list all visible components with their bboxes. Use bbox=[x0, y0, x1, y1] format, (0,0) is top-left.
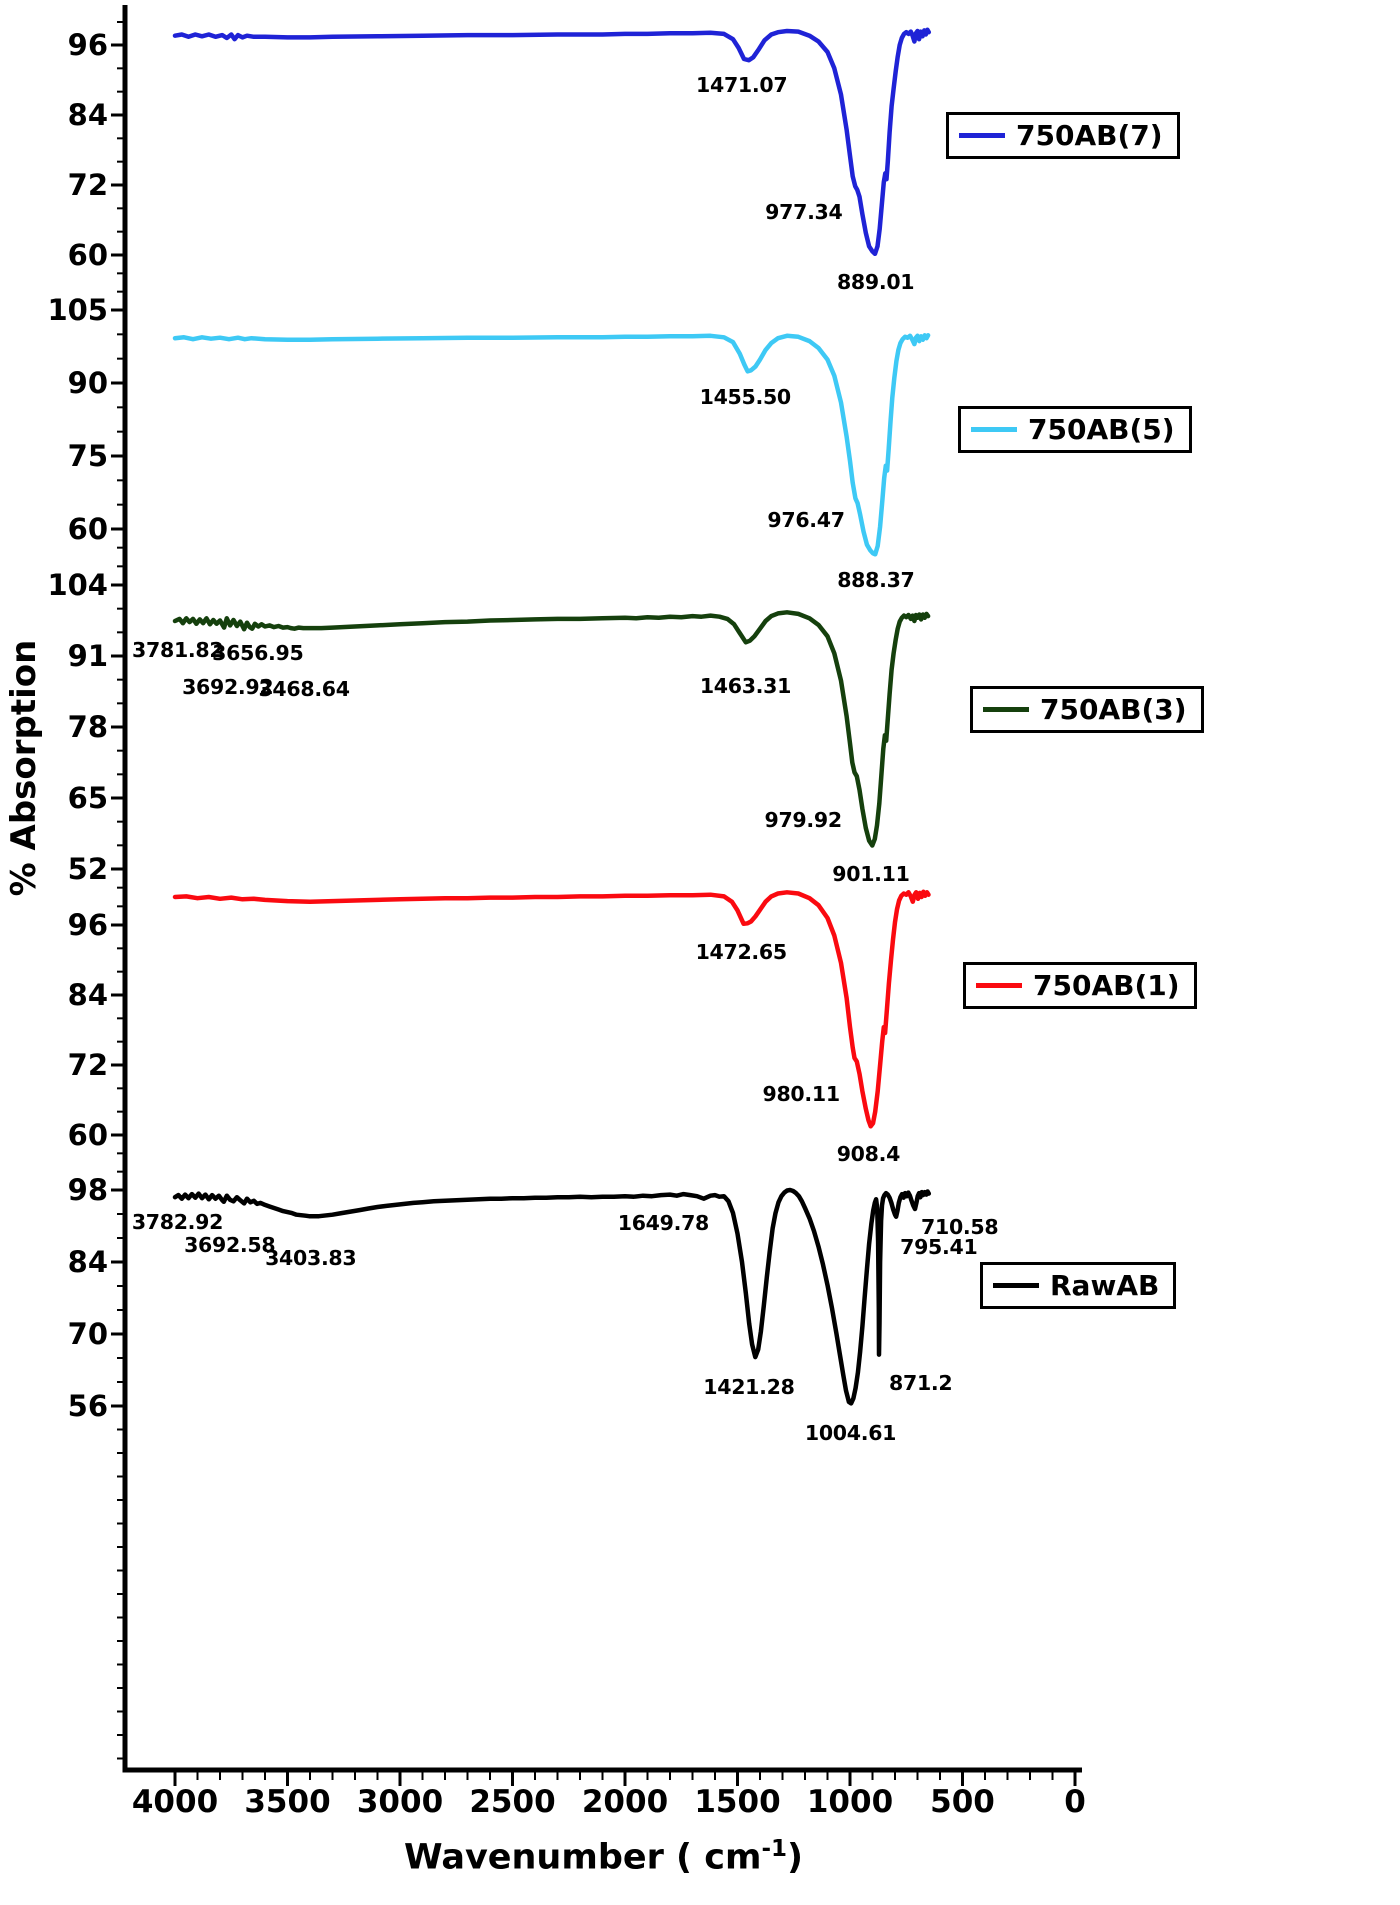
x-axis-title: Wavenumber ( cm-1) bbox=[125, 1836, 1082, 1878]
y-tick-label: 78 bbox=[67, 710, 108, 744]
y-tick-label: 65 bbox=[67, 781, 108, 815]
y-tick-label: 72 bbox=[67, 1048, 108, 1082]
legend-label: 750AB(7) bbox=[1016, 119, 1163, 152]
peak-annotation: 980.11 bbox=[762, 1081, 841, 1106]
legend-label: 750AB(1) bbox=[1033, 969, 1180, 1002]
x-tick-label: 3500 bbox=[244, 1784, 331, 1820]
y-tick-label: 60 bbox=[67, 1118, 108, 1152]
x-axis-title-text: Wavenumber ( cm bbox=[403, 1837, 762, 1878]
y-tick-label: 84 bbox=[67, 978, 108, 1012]
legend-color-line bbox=[959, 133, 1005, 138]
y-tick-label: 75 bbox=[67, 439, 108, 473]
legend-color-line bbox=[983, 707, 1029, 712]
legend-label: RawAB bbox=[1050, 1269, 1160, 1302]
y-tick-label: 60 bbox=[67, 238, 108, 272]
legend-color-line bbox=[993, 1283, 1039, 1288]
x-tick-label: 1500 bbox=[694, 1784, 781, 1820]
peak-annotation: 3403.83 bbox=[265, 1246, 357, 1271]
peak-annotation: 979.92 bbox=[764, 808, 843, 833]
peak-annotation: 1463.31 bbox=[699, 674, 792, 699]
legend-item: 750AB(7) bbox=[946, 112, 1180, 159]
peak-annotation: 3692.92 bbox=[182, 675, 274, 700]
peak-annotation: 1455.50 bbox=[699, 385, 792, 410]
x-tick-label: 1000 bbox=[806, 1784, 894, 1820]
legend-label: 750AB(5) bbox=[1028, 413, 1175, 446]
y-tick-label: 90 bbox=[67, 366, 108, 400]
x-axis-unit-exponent: -1 bbox=[761, 1836, 788, 1862]
peak-annotation: 888.37 bbox=[837, 568, 915, 593]
spectrum-curve-750AB(5) bbox=[172, 333, 931, 557]
y-tick-label: 91 bbox=[67, 639, 108, 673]
y-tick-label: 84 bbox=[67, 98, 108, 132]
peak-annotation: 1421.28 bbox=[703, 1375, 795, 1400]
peak-annotation: 1649.78 bbox=[617, 1210, 710, 1235]
peak-annotation: 710.58 bbox=[921, 1215, 999, 1240]
peak-annotation: 3656.95 bbox=[212, 640, 304, 665]
spectrum-curve-RawAB bbox=[172, 1187, 932, 1406]
peak-annotation: 901.11 bbox=[832, 861, 910, 886]
y-tick-label: 105 bbox=[47, 293, 108, 327]
peak-annotation: 3692.58 bbox=[184, 1233, 276, 1258]
spectrum-curve-750AB(1) bbox=[172, 889, 931, 1129]
y-tick-label: 84 bbox=[67, 1245, 108, 1279]
x-tick-label: 2500 bbox=[469, 1784, 556, 1820]
legend-item: 750AB(5) bbox=[958, 406, 1192, 453]
legend-item: RawAB bbox=[980, 1262, 1177, 1309]
peak-annotation: 871.2 bbox=[889, 1370, 953, 1395]
y-tick-label: 104 bbox=[47, 568, 108, 602]
x-tick-label: 4000 bbox=[131, 1784, 219, 1820]
peak-annotation: 3782.92 bbox=[131, 1209, 224, 1234]
x-tick-label: 0 bbox=[1064, 1784, 1086, 1820]
peak-annotation: 977.34 bbox=[765, 200, 843, 225]
peak-annotation: 3468.64 bbox=[258, 676, 350, 701]
peak-annotation: 1004.61 bbox=[804, 1420, 897, 1445]
spectrum-curve-750AB(7) bbox=[172, 27, 932, 257]
x-tick-label: 500 bbox=[930, 1784, 995, 1820]
peak-annotation: 1471.07 bbox=[696, 73, 788, 97]
y-tick-label: 60 bbox=[67, 512, 108, 546]
y-tick-label: 96 bbox=[67, 28, 108, 62]
peak-annotation: 3781.82 bbox=[132, 637, 224, 662]
y-tick-label: 98 bbox=[67, 1173, 108, 1207]
legend-item: 750AB(1) bbox=[963, 962, 1197, 1009]
legend-item: 750AB(3) bbox=[970, 686, 1204, 733]
x-axis-title-close: ) bbox=[787, 1837, 804, 1878]
y-tick-label: 70 bbox=[67, 1317, 108, 1351]
peak-annotation: 1472.65 bbox=[695, 939, 788, 964]
legend-color-line bbox=[971, 427, 1017, 432]
y-tick-label: 56 bbox=[67, 1389, 108, 1423]
y-tick-label: 72 bbox=[67, 168, 108, 202]
spectrum-curve-750AB(3) bbox=[172, 610, 931, 848]
legend-label: 750AB(3) bbox=[1040, 693, 1187, 726]
x-tick-label: 2000 bbox=[581, 1784, 669, 1820]
peak-annotation: 976.47 bbox=[767, 508, 845, 533]
legend-color-line bbox=[976, 983, 1022, 988]
y-tick-label: 52 bbox=[67, 852, 108, 886]
y-tick-label: 96 bbox=[67, 908, 108, 942]
peak-annotation: 908.4 bbox=[836, 1142, 901, 1167]
x-tick-label: 3000 bbox=[356, 1784, 444, 1820]
peak-annotation: 889.01 bbox=[836, 269, 915, 294]
y-axis-title: % Absorption bbox=[4, 639, 44, 897]
peak-annotation: 795.41 bbox=[900, 1234, 978, 1259]
